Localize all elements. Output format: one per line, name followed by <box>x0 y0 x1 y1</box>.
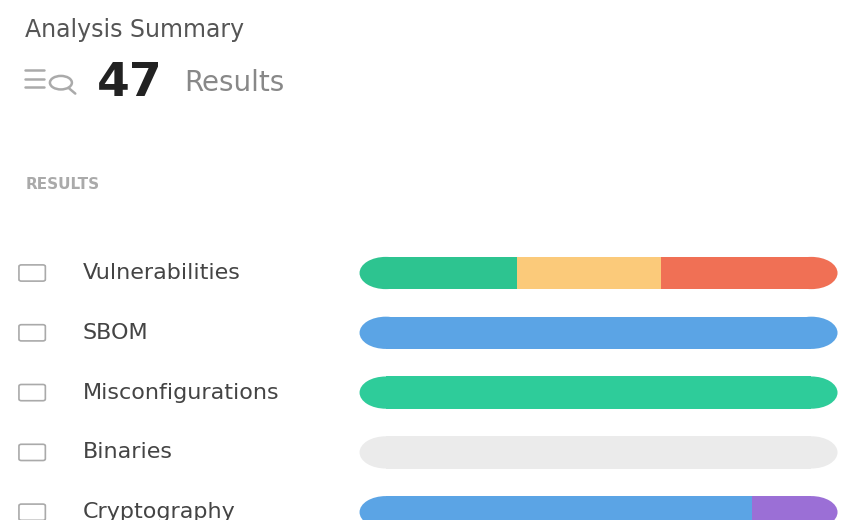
Circle shape <box>360 376 412 409</box>
Text: Binaries: Binaries <box>83 443 173 462</box>
Text: Results: Results <box>184 69 284 97</box>
Circle shape <box>785 436 838 469</box>
Text: Vulnerabilities: Vulnerabilities <box>83 263 241 283</box>
Bar <box>386 317 811 349</box>
Circle shape <box>360 317 412 349</box>
Circle shape <box>360 257 412 289</box>
Bar <box>386 376 811 409</box>
Bar <box>386 257 517 289</box>
Circle shape <box>360 496 412 520</box>
Bar <box>751 496 811 520</box>
Text: 47: 47 <box>97 61 163 106</box>
Circle shape <box>360 436 412 469</box>
Circle shape <box>785 496 838 520</box>
Bar <box>661 257 811 289</box>
Text: RESULTS: RESULTS <box>25 177 100 192</box>
Circle shape <box>785 317 838 349</box>
Circle shape <box>785 257 838 289</box>
Text: Misconfigurations: Misconfigurations <box>83 383 279 402</box>
Circle shape <box>785 376 838 409</box>
Bar <box>386 436 811 469</box>
Bar <box>386 496 751 520</box>
Text: Analysis Summary: Analysis Summary <box>25 18 244 42</box>
Bar <box>517 257 661 289</box>
Text: Cryptography: Cryptography <box>83 502 236 520</box>
Text: SBOM: SBOM <box>83 323 149 343</box>
